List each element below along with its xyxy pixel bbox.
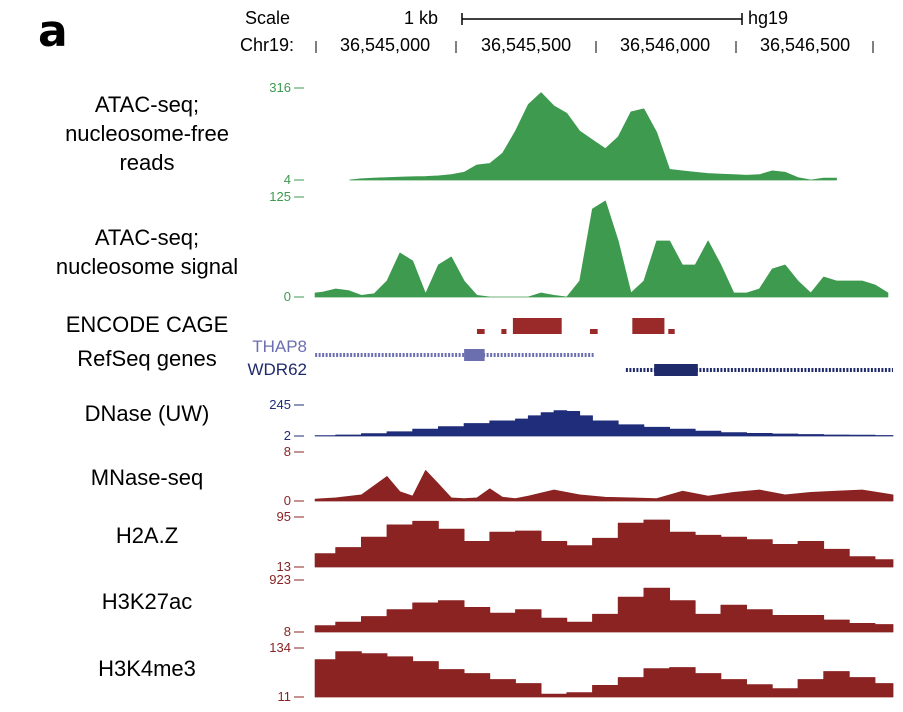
y-tick-label: 245	[269, 397, 291, 412]
scale-label: Scale	[245, 8, 291, 28]
track-label-h2az: H2A.Z	[115, 523, 179, 548]
gene-name: WDR62	[247, 360, 307, 379]
cage-feature	[476, 329, 485, 334]
y-tick-label: 134	[269, 640, 291, 655]
y-tick-label: 0	[284, 289, 291, 304]
y-tick-label: 923	[269, 572, 291, 587]
chrom-label: Chr19:	[240, 35, 295, 55]
signal-area	[314, 651, 894, 698]
scale-bar-label: 1 kb	[404, 8, 439, 28]
track-label-h3k4me3: H3K4me3	[98, 656, 196, 681]
y-tick-label: 11	[278, 689, 292, 704]
track-label-atac-nuc: ATAC-seq; nucleosome signal	[55, 225, 239, 279]
track-label-refseq: RefSeq genes	[77, 346, 217, 371]
signal-area	[349, 92, 837, 181]
position-label: 36,545,000	[340, 35, 431, 55]
position-label: 36,545,500	[481, 35, 572, 55]
signal-area	[314, 587, 894, 633]
y-tick-label: 0	[284, 493, 291, 508]
cage-feature	[589, 329, 598, 334]
cage-feature	[501, 329, 507, 334]
y-tick-label: 2	[284, 428, 291, 443]
panel-letter: a	[38, 6, 68, 57]
position-label: 36,546,500	[760, 35, 851, 55]
signal-area	[314, 519, 894, 568]
y-tick-label: 4	[284, 172, 291, 187]
y-tick-label: 316	[269, 80, 291, 95]
gene-exon	[464, 349, 485, 361]
genome-label: hg19	[748, 8, 789, 28]
signal-area	[314, 410, 894, 437]
track-label-atac-nfr: ATAC-seq; nucleosome-free reads	[65, 92, 229, 175]
position-label: 36,546,000	[620, 35, 711, 55]
y-tick-label: 13	[277, 559, 291, 574]
signal-area	[314, 200, 889, 298]
cage-feature	[512, 318, 562, 334]
track-label-h3k27ac: H3K27ac	[101, 589, 193, 614]
gene-name: THAP8	[252, 337, 307, 356]
track-label-mnase: MNase-seq	[90, 465, 204, 490]
track-label-dnase: DNase (UW)	[84, 401, 210, 426]
cage-feature	[632, 318, 665, 334]
cage-feature	[668, 329, 675, 334]
y-tick-label: 95	[277, 509, 291, 524]
signal-area	[314, 470, 894, 502]
y-tick-label: 8	[284, 444, 291, 459]
track-label-cage: ENCODE CAGE	[65, 312, 229, 337]
y-tick-label: 125	[269, 189, 291, 204]
y-tick-label: 8	[284, 624, 291, 639]
gene-exon	[654, 364, 698, 376]
